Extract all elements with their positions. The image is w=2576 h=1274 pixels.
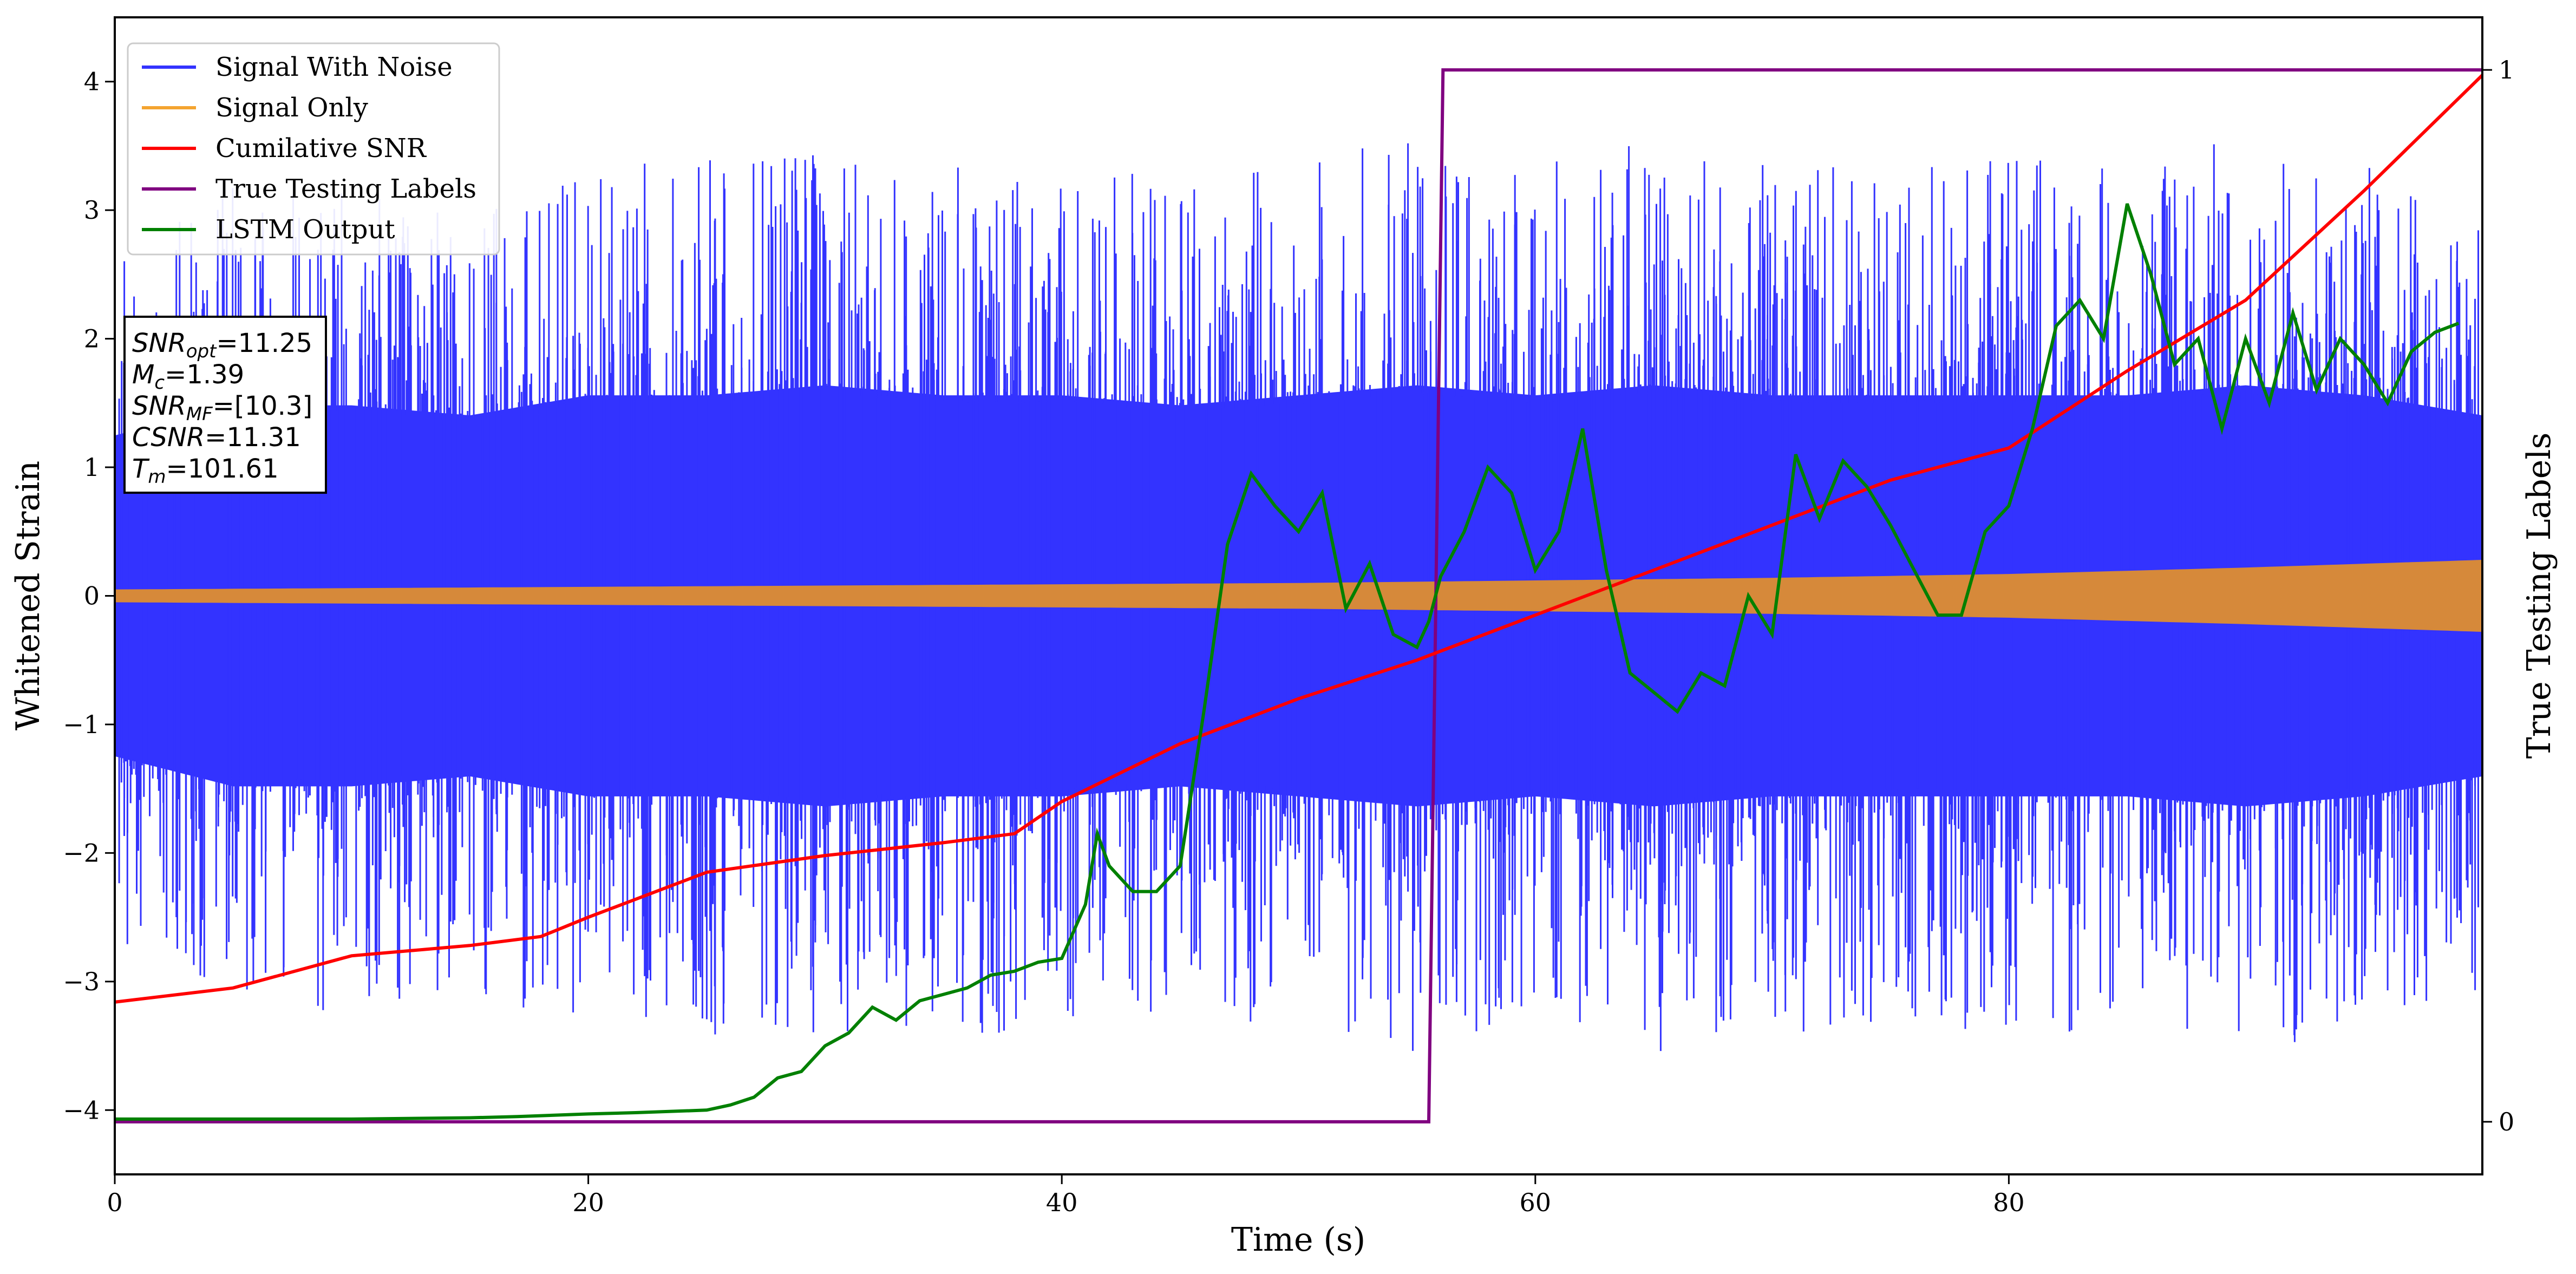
y-tick-label: −3 (63, 967, 100, 996)
legend-label: LSTM Output (215, 214, 395, 245)
y-tick-label: −2 (63, 838, 100, 867)
y2-axis-title: True Testing Labels (2520, 433, 2558, 759)
lstm-output-series (115, 203, 2460, 1121)
annotation-frame (123, 316, 327, 494)
legend-label: Cumilative SNR (215, 133, 427, 164)
y-axis: −4 −3 −2 −1 0 1 2 3 4 (63, 67, 115, 1125)
y2-tick-label: 1 (2499, 55, 2514, 84)
x-axis: 0 20 40 60 80 (107, 1174, 2025, 1217)
plot-area (115, 68, 2482, 1123)
legend-label: Signal With Noise (215, 52, 453, 82)
annotation-box: SNRopt=11.25Mc=1.39SNRMF=[10.3]CSNR=11.3… (123, 316, 327, 494)
legend: Signal With Noise Signal Only Cumilative S… (127, 42, 500, 256)
x-axis-title: Time (s) (1231, 1221, 1365, 1259)
legend-box (127, 42, 500, 256)
y-tick-label: 3 (84, 195, 100, 225)
x-tick-label: 60 (1520, 1188, 1552, 1217)
y2-tick-label: 0 (2499, 1107, 2514, 1136)
legend-label: True Testing Labels (215, 174, 476, 204)
annotation-line: Mc=1.39 (132, 360, 244, 394)
cumulative-snr-series (115, 74, 2482, 1004)
y2-axis: 01 (2482, 55, 2514, 1136)
x-tick-label: 0 (107, 1188, 122, 1217)
annotation-line: SNRopt=11.25 (132, 328, 312, 362)
legend-label: Signal Only (215, 93, 368, 123)
y-tick-label: 4 (84, 67, 100, 96)
annotation-line: SNRMF=[10.3] (132, 391, 312, 425)
y-tick-label: 0 (84, 582, 100, 611)
y-axis-title: Whitened Strain (9, 461, 47, 730)
annotation-line: Tm=101.61 (132, 454, 279, 488)
x-tick-label: 20 (572, 1188, 604, 1217)
signal-only-series (115, 560, 2482, 632)
x-tick-label: 80 (1993, 1188, 2025, 1217)
y-tick-label: −1 (63, 710, 100, 739)
x-tick-label: 40 (1046, 1188, 1078, 1217)
y-tick-label: 1 (84, 453, 100, 482)
y-tick-label: 2 (84, 324, 100, 354)
y-tick-label: −4 (63, 1095, 100, 1125)
annotation-line: CSNR=11.31 (132, 422, 301, 453)
